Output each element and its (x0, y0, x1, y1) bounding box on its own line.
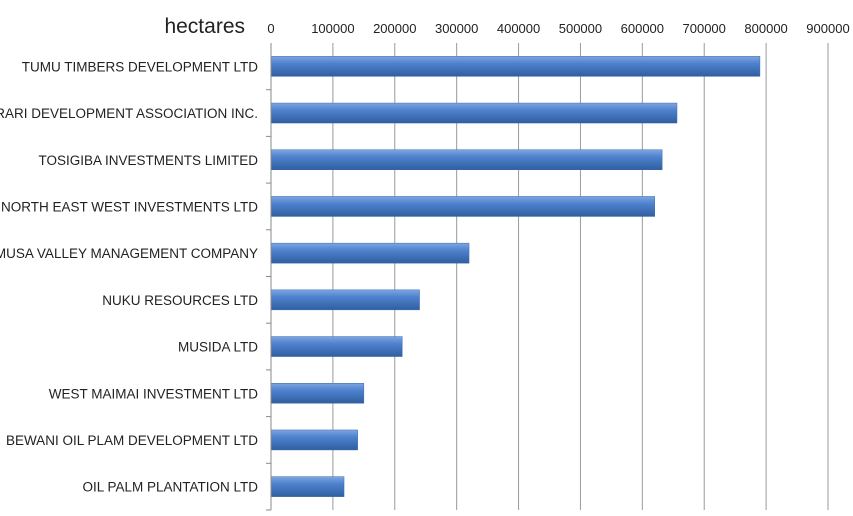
bar (270, 336, 403, 357)
x-tick-label: 800000 (744, 21, 787, 36)
x-tick-label: 100000 (311, 21, 354, 36)
bar (270, 149, 663, 170)
category-label: MUSA VALLEY MANAGEMENT COMPANY (0, 246, 258, 261)
x-tick-label: 600000 (621, 21, 664, 36)
category-label: WEST MAIMAI INVESTMENT LTD (49, 386, 259, 401)
bar (270, 429, 358, 451)
category-label: NUKU RESOURCES LTD (102, 293, 258, 308)
category-labels: TUMU TIMBERS DEVELOPMENT LTD PURARI DEVEL… (0, 59, 258, 494)
bar (270, 102, 678, 124)
bar (270, 56, 761, 77)
bars (266, 56, 761, 511)
x-tick-label: 0 (267, 21, 274, 36)
bar (270, 196, 655, 217)
bar (270, 383, 365, 404)
bar (270, 476, 345, 497)
category-label: MUSIDA LTD (178, 340, 258, 355)
x-axis-title: hectares (164, 15, 245, 38)
category-label: TOSIGIBA INVESTMENTS LIMITED (38, 153, 258, 168)
category-label: NORTH EAST WEST INVESTMENTS LTD (1, 199, 258, 214)
bar (270, 289, 420, 311)
x-tick-label: 400000 (497, 21, 540, 36)
x-tick-label: 500000 (559, 21, 602, 36)
x-tick-labels: 0 100000 200000 300000 400000 500000 600000 700… (267, 21, 849, 36)
x-tick-label: 300000 (435, 21, 478, 36)
x-tick-label: 200000 (373, 21, 416, 36)
x-tick-label: 900000 (806, 21, 849, 36)
category-label: TUMU TIMBERS DEVELOPMENT LTD (22, 59, 259, 74)
bar (270, 242, 470, 264)
category-label: BEWANI OIL PLAM DEVELOPMENT LTD (6, 433, 258, 448)
category-label: OIL PALM PLANTATION LTD (82, 480, 258, 495)
x-tick-label: 700000 (683, 21, 726, 36)
category-label: PURARI DEVELOPMENT ASSOCIATION INC. (0, 106, 258, 121)
